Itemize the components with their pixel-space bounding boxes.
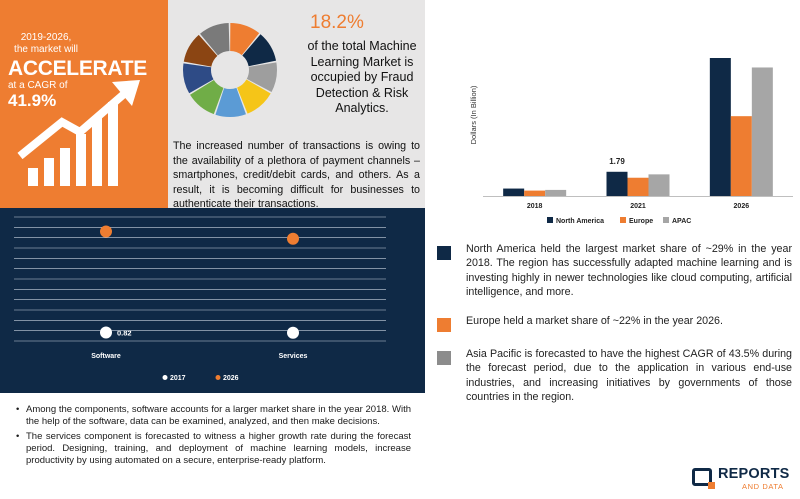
dot-legend-label: 2017	[170, 375, 186, 382]
dot-legend-marker	[162, 375, 168, 380]
bar-legend-swatch	[663, 217, 669, 223]
stat-percent: 18.2%	[310, 12, 364, 33]
component-dot-panel: Software Services 0.82 2017 2026	[0, 208, 425, 393]
brand-line2: AND DATA	[742, 482, 784, 491]
bar-legend-label: Europe	[629, 218, 653, 225]
dot-legend-marker	[215, 375, 221, 380]
donut-segment	[183, 23, 277, 117]
dot-2026-software	[100, 225, 112, 238]
dot-x-tick: Software	[91, 353, 121, 360]
hero-panel: 2019-2026, the market will ACCELERATE at…	[0, 0, 168, 208]
brand-logo: REPORTS AND DATA	[690, 465, 800, 495]
bar-europe-2026	[730, 116, 752, 196]
bar-apac-2018	[545, 189, 567, 196]
bar-apac-2021	[648, 174, 670, 196]
dot-legend-label: 2026	[223, 375, 239, 382]
bar-x-tick: 2018	[527, 203, 543, 210]
dot-data-label: 0.82	[117, 329, 132, 338]
component-dot-chart: Software Services 0.82 2017 2026	[14, 216, 386, 382]
bar-legend-label: North America	[556, 218, 604, 225]
hero-period-line1: 2019-2026,	[20, 32, 72, 43]
hero-cagr-value: 41.9%	[8, 91, 57, 110]
stat-text: of the total Machine Learning Market is …	[307, 39, 417, 115]
donut-chart	[183, 23, 277, 117]
brand-line1: REPORTS	[718, 466, 790, 482]
bar-legend-swatch	[547, 217, 553, 223]
stat-paragraph: The increased number of transactions is …	[173, 140, 420, 210]
dot-2026-services	[287, 232, 299, 245]
note-europe: Europe held a market share of ~22% in th…	[437, 314, 792, 332]
note-asia-pacific-text: Asia Pacific is forecasted to have the h…	[466, 348, 792, 403]
bar-north-america-2018	[503, 188, 525, 196]
dot-2017-software	[100, 326, 112, 339]
bar-europe-2018	[524, 190, 546, 196]
note-north-america: North America held the largest market sh…	[437, 242, 792, 299]
bar-north-america-2021	[606, 171, 628, 196]
dot-2017-services	[287, 326, 299, 339]
hero-period: 2019-2026, the market will	[8, 32, 84, 56]
bar-chart-ylabel: Dollars (In Billion)	[469, 85, 478, 144]
stat-panel: 18.2% of the total Machine Learning Mark…	[168, 0, 425, 210]
hero-cagr-label: at a CAGR of	[8, 80, 68, 91]
note-asia-pacific: Asia Pacific is forecasted to have the h…	[437, 347, 792, 404]
bar-data-label: 1.79	[609, 157, 625, 166]
dot-x-tick: Services	[279, 353, 308, 360]
bar-apac-2026	[751, 67, 773, 197]
note-swatch-asia-pacific	[437, 351, 451, 365]
brand-mark-icon	[692, 468, 715, 489]
donut-segment	[183, 23, 277, 117]
note-europe-text: Europe held a market share of ~22% in th…	[466, 315, 723, 327]
components-bullets: Among the components, software accounts …	[0, 393, 425, 499]
components-bullet-software: Among the components, software accounts …	[16, 404, 411, 428]
hero-headline: ACCELERATE	[8, 57, 147, 80]
bar-x-tick: 2026	[734, 203, 750, 210]
hero-period-line2: the market will	[14, 44, 78, 55]
rising-arrow-bars-icon	[17, 80, 140, 186]
note-north-america-text: North America held the largest market sh…	[466, 243, 792, 298]
bar-x-tick: 2021	[630, 203, 646, 210]
regional-bar-chart: Dollars (In Billion) 2018 2021 2026 1.79 Nort…	[469, 58, 793, 225]
donut-segment	[183, 23, 277, 117]
bar-north-america-2026	[709, 58, 731, 196]
note-swatch-europe	[437, 318, 451, 332]
note-swatch-north-america	[437, 246, 451, 260]
bar-europe-2021	[627, 177, 649, 196]
bar-legend-label: APAC	[672, 218, 691, 225]
components-bullet-services: The services component is forecasted to …	[16, 431, 411, 467]
bar-legend-swatch	[620, 217, 626, 223]
